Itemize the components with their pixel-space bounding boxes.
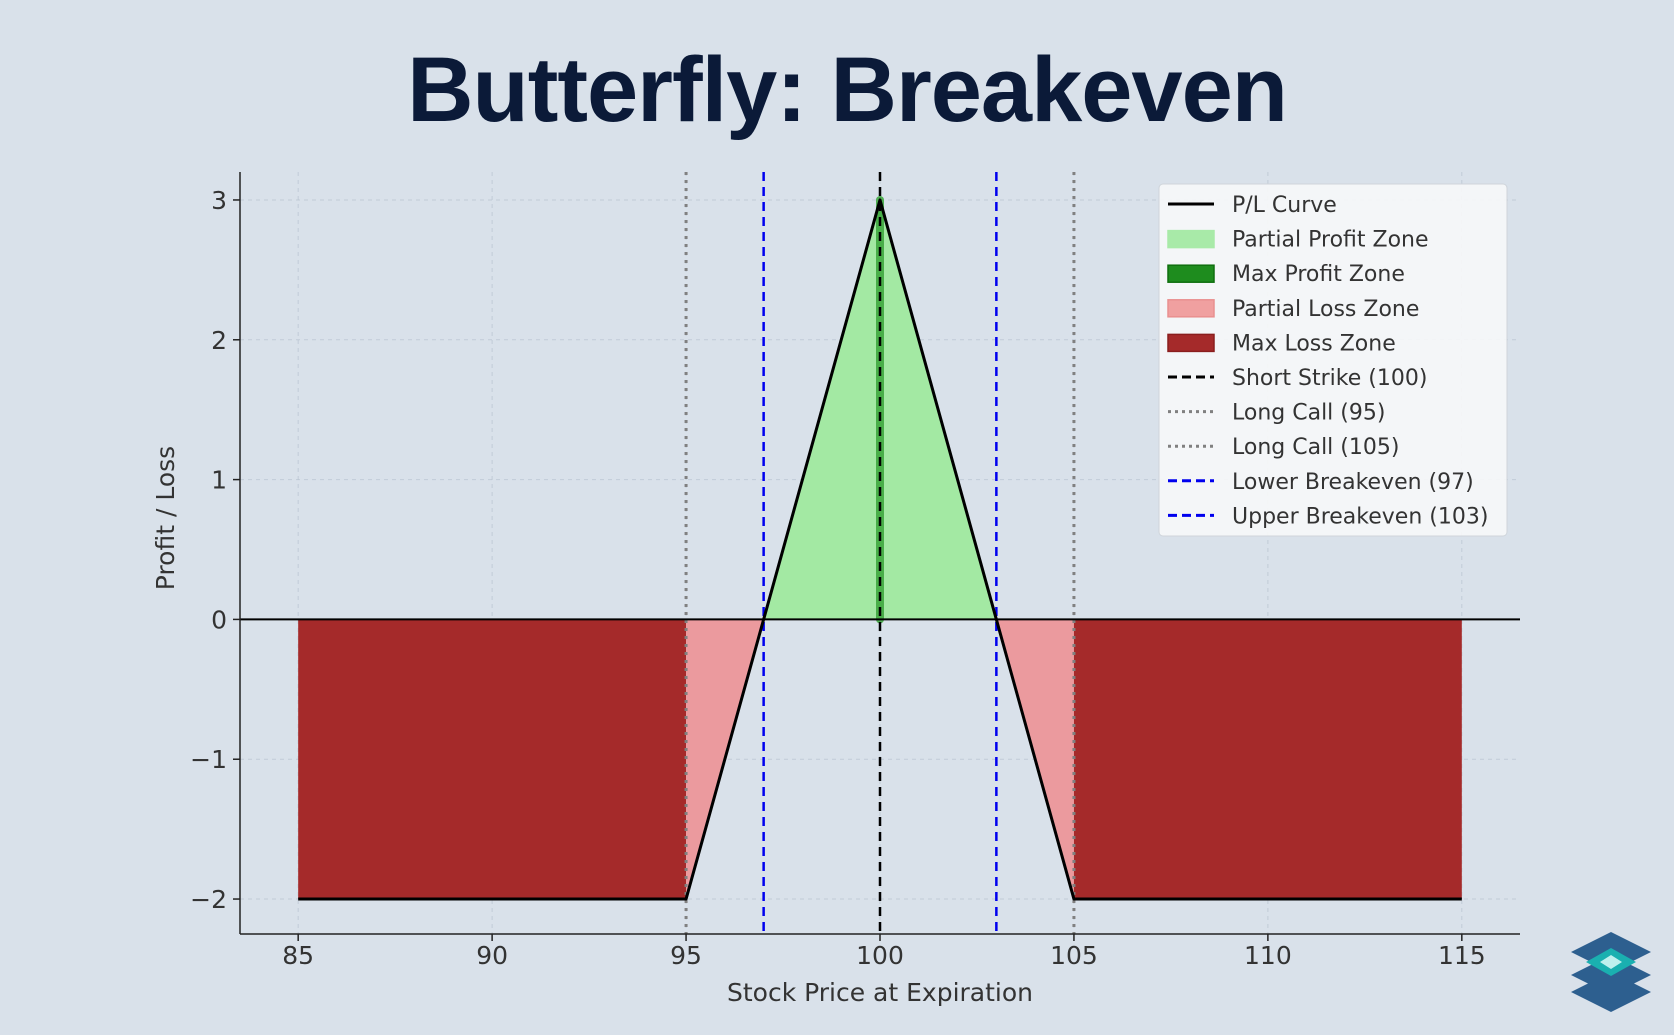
- reference-lines: [684, 172, 1076, 934]
- logo-light-gem: [1600, 955, 1622, 969]
- legend-box: [1158, 183, 1508, 537]
- legend-label: Partial Loss Zone: [1232, 297, 1419, 322]
- legend: P/L Curve Partial Profit Zone Max Profit Z…: [1158, 183, 1508, 537]
- axes: 85 90 95 100 105 110 115 −2 −1 0 1 2 3 Stock Price at…: [151, 172, 1520, 1007]
- brand-logo-icon: [1571, 932, 1651, 1012]
- x-tick-label: 100: [856, 941, 904, 970]
- legend-label: Max Profit Zone: [1232, 262, 1405, 287]
- legend-swatch-patch: [1167, 333, 1215, 353]
- y-axis-label: Profit / Loss: [151, 446, 180, 590]
- legend-swatch-patch: [1167, 299, 1215, 318]
- pl-curve-line: [298, 198, 1462, 901]
- y-tick-label: 2: [211, 326, 227, 355]
- legend-item-max-profit-zone: Max Profit Zone: [1167, 262, 1405, 287]
- legend-swatch-patch: [1167, 229, 1215, 249]
- y-tick-label: 3: [211, 186, 227, 215]
- max-loss-zone: [298, 619, 687, 900]
- legend-label: Max Loss Zone: [1232, 331, 1396, 356]
- y-tick-label: 1: [211, 466, 227, 495]
- x-tick-label: 110: [1244, 941, 1292, 970]
- x-tick-label: 115: [1438, 941, 1486, 970]
- x-tick-label: 85: [282, 941, 314, 970]
- legend-item-long-call-95: Long Call (95): [1168, 401, 1385, 426]
- legend-item-partial-profit-zone: Partial Profit Zone: [1167, 228, 1429, 253]
- legend-item-lower-breakeven-97: Lower Breakeven (97): [1168, 470, 1474, 495]
- pl-curve-group: [240, 198, 1520, 901]
- max-loss-zone: [1073, 619, 1462, 900]
- x-tick-label: 105: [1050, 941, 1098, 970]
- y-tick-label: −1: [190, 745, 227, 774]
- legend-label: Partial Profit Zone: [1232, 228, 1429, 253]
- legend-item-partial-loss-zone: Partial Loss Zone: [1167, 297, 1419, 322]
- y-tick-label: 0: [211, 605, 227, 634]
- legend-item-upper-breakeven-103: Upper Breakeven (103): [1168, 504, 1488, 529]
- x-axis-label: Stock Price at Expiration: [727, 978, 1033, 1007]
- page-title: Butterfly: Breakeven: [407, 39, 1288, 141]
- legend-label: Long Call (105): [1232, 435, 1399, 460]
- legend-label: Upper Breakeven (103): [1232, 504, 1488, 529]
- x-tick-label: 90: [476, 941, 508, 970]
- legend-label: Lower Breakeven (97): [1232, 470, 1474, 495]
- legend-item-p-l-curve: P/L Curve: [1168, 193, 1337, 218]
- legend-label: Long Call (95): [1232, 401, 1385, 426]
- legend-item-max-loss-zone: Max Loss Zone: [1167, 331, 1396, 356]
- legend-item-long-call-105: Long Call (105): [1168, 435, 1399, 460]
- legend-item-short-strike-100: Short Strike (100): [1168, 366, 1427, 391]
- legend-label: P/L Curve: [1232, 193, 1337, 218]
- x-tick-label: 95: [670, 941, 702, 970]
- legend-swatch-patch: [1167, 264, 1215, 283]
- legend-label: Short Strike (100): [1232, 366, 1427, 391]
- y-tick-label: −2: [190, 885, 227, 914]
